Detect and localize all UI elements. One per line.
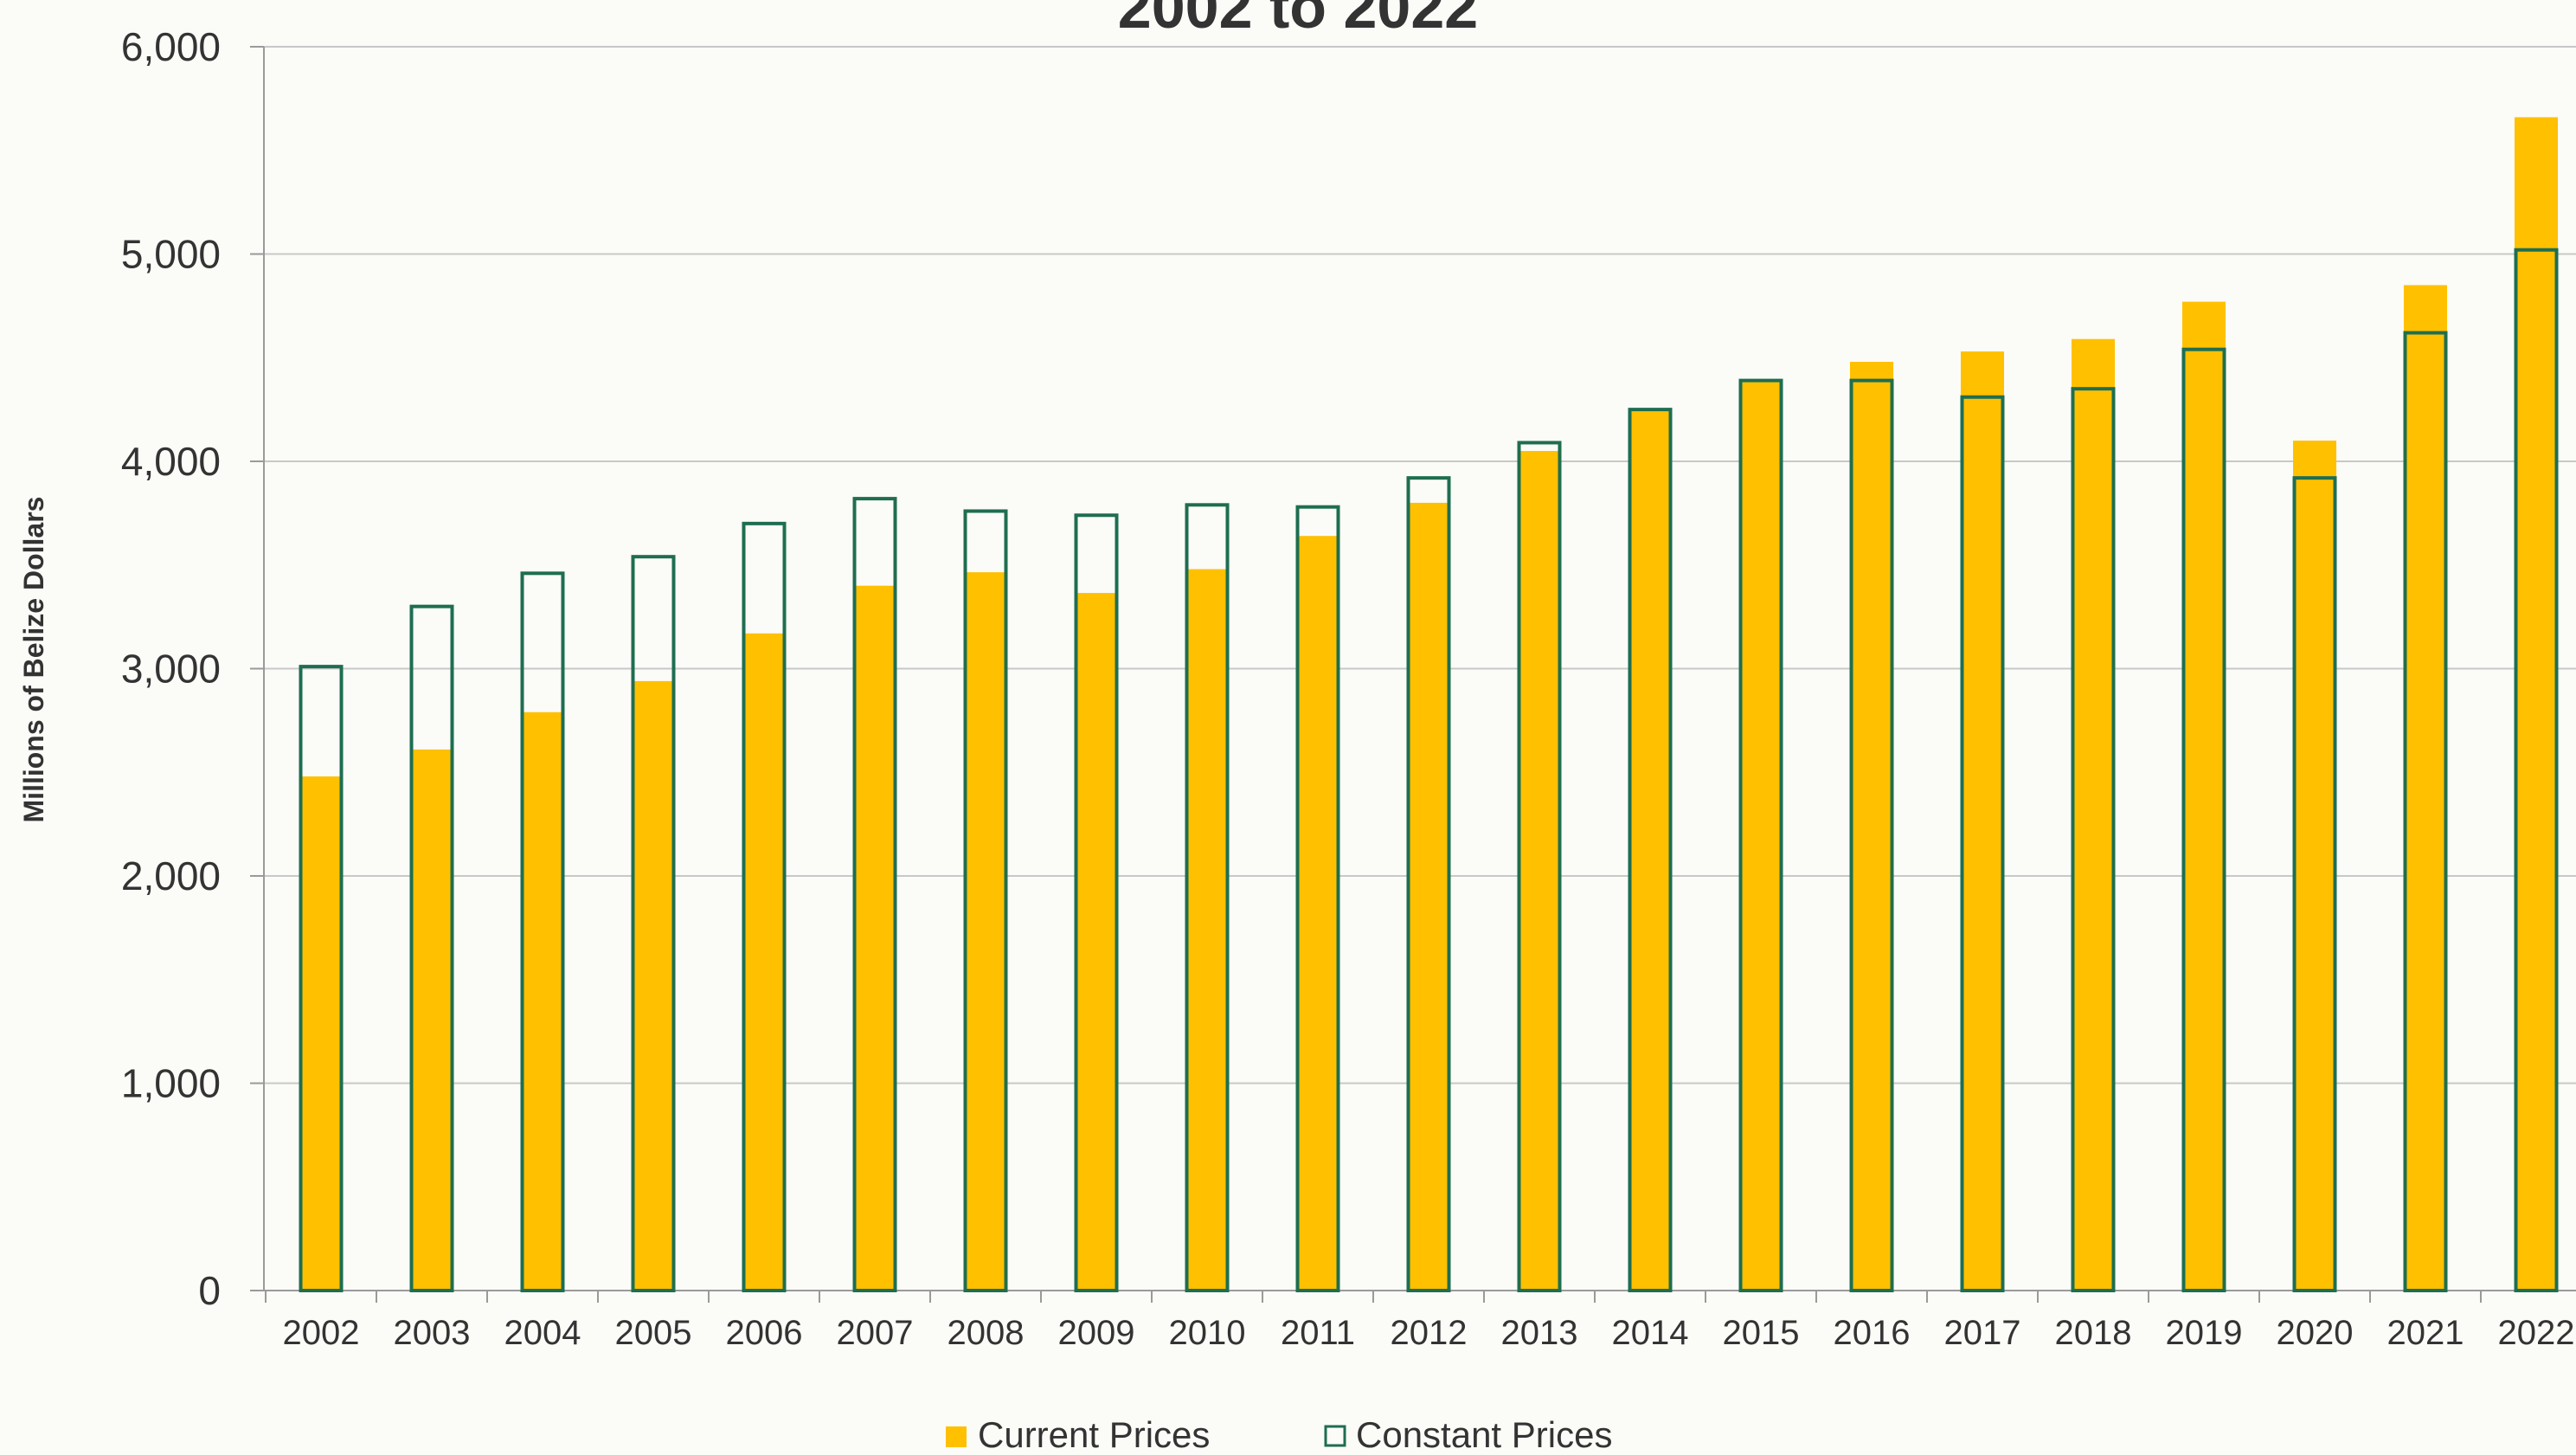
x-tick-label: 2010: [1169, 1314, 1246, 1352]
y-tick-label: 0: [198, 1268, 221, 1313]
x-tick-label: 2011: [1281, 1314, 1355, 1352]
x-tick-label: 2018: [2055, 1314, 2132, 1352]
bar-current-prices-2013: [1518, 451, 1561, 1291]
bar-current-prices-2018: [2072, 338, 2115, 1291]
bar-constant-prices-2006: [742, 521, 787, 1292]
bar-constant-prices-2010: [1185, 503, 1230, 1292]
bar-current-prices-2014: [1628, 409, 1672, 1291]
bar-current-prices-2004: [521, 711, 564, 1291]
bar-constant-prices-2008: [963, 509, 1008, 1292]
bar-constant-prices-2017: [1960, 395, 2005, 1292]
x-tick-label: 2017: [1944, 1314, 2021, 1352]
x-tick-label: 2014: [1612, 1314, 1689, 1352]
x-tick-label: 2013: [1501, 1314, 1578, 1352]
bar-constant-prices-2016: [1849, 378, 1894, 1293]
bar-constant-prices-2009: [1074, 513, 1119, 1292]
y-tick-label: 2,000: [121, 853, 221, 898]
bar-constant-prices-2015: [1738, 378, 1783, 1293]
bar-constant-prices-2018: [2071, 387, 2116, 1292]
bar-current-prices-2010: [1185, 569, 1229, 1291]
bar-current-prices-2006: [742, 633, 786, 1291]
bar-current-prices-2003: [410, 749, 453, 1291]
x-tick-label: 2005: [615, 1314, 692, 1352]
bar-current-prices-2012: [1407, 502, 1450, 1291]
x-tick-label: 2016: [1834, 1314, 1911, 1352]
x-tick-label: 2019: [2166, 1314, 2243, 1352]
bar-current-prices-2002: [299, 776, 343, 1291]
bar-current-prices-2005: [632, 680, 675, 1291]
legend-swatch-current-prices: [946, 1426, 967, 1447]
y-tick-label: 6,000: [121, 24, 221, 69]
x-tick-label: 2002: [283, 1314, 360, 1352]
bar-constant-prices-2022: [2514, 248, 2559, 1293]
y-tick-label: 1,000: [121, 1061, 221, 1106]
legend-swatch-constant-prices: [1324, 1425, 1346, 1447]
bars: [299, 117, 2559, 1293]
bar-constant-prices-2012: [1406, 476, 1451, 1292]
bar-current-prices-2011: [1296, 536, 1339, 1291]
x-tick-label: 2004: [504, 1314, 581, 1352]
bar-current-prices-2019: [2182, 301, 2226, 1291]
bar-constant-prices-2021: [2403, 331, 2448, 1292]
bar-current-prices-2021: [2404, 285, 2447, 1291]
chart-title: 2002 to 2022: [1118, 0, 1478, 41]
bar-constant-prices-2003: [409, 604, 454, 1292]
x-tick-label: 2021: [2387, 1314, 2464, 1352]
x-tick-label: 2015: [1723, 1314, 1800, 1352]
bar-constant-prices-2005: [631, 555, 676, 1292]
y-tick-label: 3,000: [121, 647, 221, 692]
bar-current-prices-2009: [1075, 593, 1118, 1291]
bar-constant-prices-2004: [520, 571, 565, 1292]
bar-current-prices-2022: [2515, 117, 2558, 1291]
bar-current-prices-2008: [964, 572, 1007, 1291]
bar-current-prices-2015: [1739, 380, 1783, 1291]
bar-current-prices-2016: [1850, 362, 1893, 1291]
x-tick-label: 2003: [394, 1314, 471, 1352]
x-tick-label: 2007: [837, 1314, 914, 1352]
x-tick-label: 2006: [726, 1314, 803, 1352]
y-axis-label: Millions of Belize Dollars: [18, 497, 49, 823]
x-tick-label: 2022: [2498, 1314, 2575, 1352]
bar-constant-prices-2013: [1517, 441, 1562, 1292]
y-tick-label: 5,000: [121, 232, 221, 277]
x-tick-label: 2012: [1391, 1314, 1468, 1352]
bar-constant-prices-2007: [852, 497, 897, 1292]
bar-constant-prices-2011: [1295, 505, 1340, 1292]
legend-label-constant-prices: Constant Prices: [1356, 1414, 1612, 1455]
bar-constant-prices-2019: [2181, 347, 2226, 1292]
x-tick-label: 2008: [948, 1314, 1025, 1352]
bar-current-prices-2017: [1961, 351, 2004, 1291]
bar-constant-prices-2020: [2292, 476, 2337, 1292]
bar-current-prices-2020: [2293, 441, 2336, 1291]
x-tick-label: 2009: [1058, 1314, 1135, 1352]
y-tick-label: 4,000: [121, 439, 221, 484]
legend: Current Prices Constant Prices: [946, 1414, 1612, 1455]
legend-label-current-prices: Current Prices: [978, 1414, 1210, 1455]
bar-constant-prices-2002: [299, 665, 344, 1292]
x-tick-label: 2020: [2277, 1314, 2354, 1352]
tick-labels: 0 1,000 2,000 3,000 4,000 5,000 6,000 2002 2003 2…: [121, 24, 2575, 1352]
bar-current-prices-2007: [853, 585, 896, 1291]
bar-constant-prices-2014: [1628, 408, 1673, 1292]
